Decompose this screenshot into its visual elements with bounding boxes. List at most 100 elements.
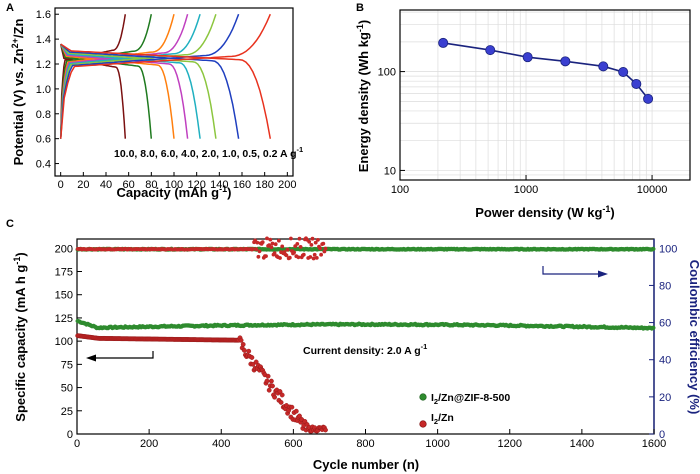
zn-capacity-point [264, 378, 270, 384]
zn-ce-point [309, 243, 314, 247]
zn-ce-point [280, 244, 285, 249]
a-ytick-label: 0.4 [36, 159, 51, 171]
c-y2tick-label: 0 [659, 429, 665, 441]
zn-ce-point [289, 236, 293, 241]
c-xtick-label: 800 [356, 438, 374, 450]
a-ytick-label: 1.2 [36, 59, 51, 71]
b-ytick-label: 100 [378, 67, 396, 79]
zn-capacity-point [250, 361, 256, 367]
zn-capacity-point [266, 387, 272, 393]
b-point [485, 45, 496, 56]
zn-ce-point [323, 246, 328, 251]
panel-c-y2label: Coulombic efficiency (%) [687, 260, 700, 415]
b-point [643, 93, 654, 104]
zn-ce-point [298, 245, 303, 249]
zn-capacity-point [246, 348, 252, 354]
zn-capacity-point [270, 383, 275, 389]
zn-ce-point [254, 247, 259, 252]
zn-ce-point [318, 246, 322, 251]
panel-b-xlabel: Power density (W kg-1) [475, 204, 615, 220]
b-point [598, 61, 609, 72]
zn-ce-point [260, 240, 265, 245]
charge-curve [59, 13, 201, 139]
b-point [631, 78, 642, 89]
capacity-arrow [86, 351, 154, 362]
b-xtick-label: 100 [391, 184, 409, 196]
zn-capacity-point [289, 404, 295, 410]
c-ytick-label: 0 [67, 429, 73, 441]
c-xtick-label: 0 [74, 438, 80, 450]
panel-b-letter: B [356, 2, 364, 14]
zn-capacity-point [272, 394, 277, 400]
zn-ce-point [265, 236, 269, 241]
c-xtick-label: 1600 [642, 438, 666, 450]
zn-capacity-point [278, 399, 284, 405]
zn-ce-point [295, 242, 300, 246]
charge-curve [59, 13, 271, 139]
b-ytick-label: 10 [384, 165, 396, 177]
zn-capacity-point [279, 392, 285, 398]
charge-curve [59, 14, 175, 139]
zn-capacity-point [241, 347, 247, 353]
c-xtick-label: 400 [212, 438, 230, 450]
charge-curve [59, 13, 217, 139]
zn-ce-point [296, 255, 301, 260]
legend-label-zif: I2/Zn@ZIF-8-500 [431, 392, 510, 406]
zn-ce-point [307, 239, 312, 244]
panel-a-ticks: 0 20 40 60 80 100 120 140 160 180 200 0.4 0.6 0.8 1.0 1… [36, 9, 297, 191]
zn-ce-point [255, 240, 260, 245]
c-ytick-label: 50 [61, 383, 73, 395]
panel-b-data [438, 37, 654, 104]
panel-c: C 0 200 400 600 800 1000 1200 1400 1600025507510… [6, 218, 700, 472]
a-xtick-label: 180 [255, 179, 273, 191]
zn-ce-point [251, 247, 255, 251]
zn-ce-point [322, 249, 327, 254]
panel-c-current-annotation: Current density: 2.0 A g-1 [303, 342, 427, 357]
panel-a-rate-annotation: 10.0, 8.0, 6.0, 4.0, 2.0, 1.0, 0.5, 0.2 … [114, 145, 303, 160]
panel-a-xlabel: Capacity (mAh g-1) [117, 184, 232, 200]
zn-ce-point [272, 251, 277, 256]
zn-ce-point [273, 242, 278, 247]
c-ytick-label: 150 [55, 290, 73, 302]
zn-ce-point [287, 255, 292, 260]
panel-c-ticks: 0 200 400 600 800 1000 1200 1400 160002550751001… [55, 243, 678, 450]
b-point [560, 56, 571, 67]
zn-capacity-point [240, 341, 246, 347]
a-xtick-label: 140 [210, 179, 228, 191]
zn-ce-point [285, 247, 290, 252]
c-xtick-label: 1200 [498, 438, 522, 450]
zn-capacity-point [238, 337, 244, 343]
b-point [438, 37, 449, 48]
zn-capacity-point [277, 389, 283, 394]
a-xtick-label: 200 [278, 179, 296, 191]
panel-c-xlabel: Cycle number (n) [313, 457, 419, 472]
zn-ce-point [308, 255, 313, 259]
panel-a-ylabel: Potential (V) vs. Zn2+/Zn [10, 19, 26, 166]
zn-ce-point [277, 238, 281, 243]
charge-curve [59, 14, 153, 139]
ce-arrow [542, 266, 608, 278]
panel-a-letter: A [6, 2, 14, 14]
c-xtick-label: 200 [140, 438, 158, 450]
c-y2tick-label: 20 [659, 392, 671, 404]
zn-ce-point [301, 252, 306, 257]
a-ytick-label: 0.8 [36, 109, 51, 121]
a-ytick-label: 1.4 [36, 34, 51, 46]
zn-capacity-point [265, 373, 271, 379]
zn-capacity-point [297, 413, 302, 419]
zn-ce-point [270, 241, 275, 246]
discharge-curve [60, 43, 217, 139]
legend-marker-zn [419, 420, 427, 428]
panel-a-curves [59, 13, 272, 139]
zn-ce-point [316, 238, 320, 242]
c-ytick-label: 100 [55, 336, 73, 348]
panel-b: B 100 1000 10000 10 100 Power density (W kg-… [355, 2, 691, 220]
zn-ce-point [321, 241, 326, 246]
discharge-curve [60, 43, 240, 139]
c-ytick-label: 125 [55, 313, 73, 325]
a-xtick-label: 80 [145, 179, 157, 191]
legend-label-zn: I2/Zn [431, 412, 454, 426]
a-xtick-label: 100 [165, 179, 183, 191]
legend-marker-zif [419, 393, 427, 401]
